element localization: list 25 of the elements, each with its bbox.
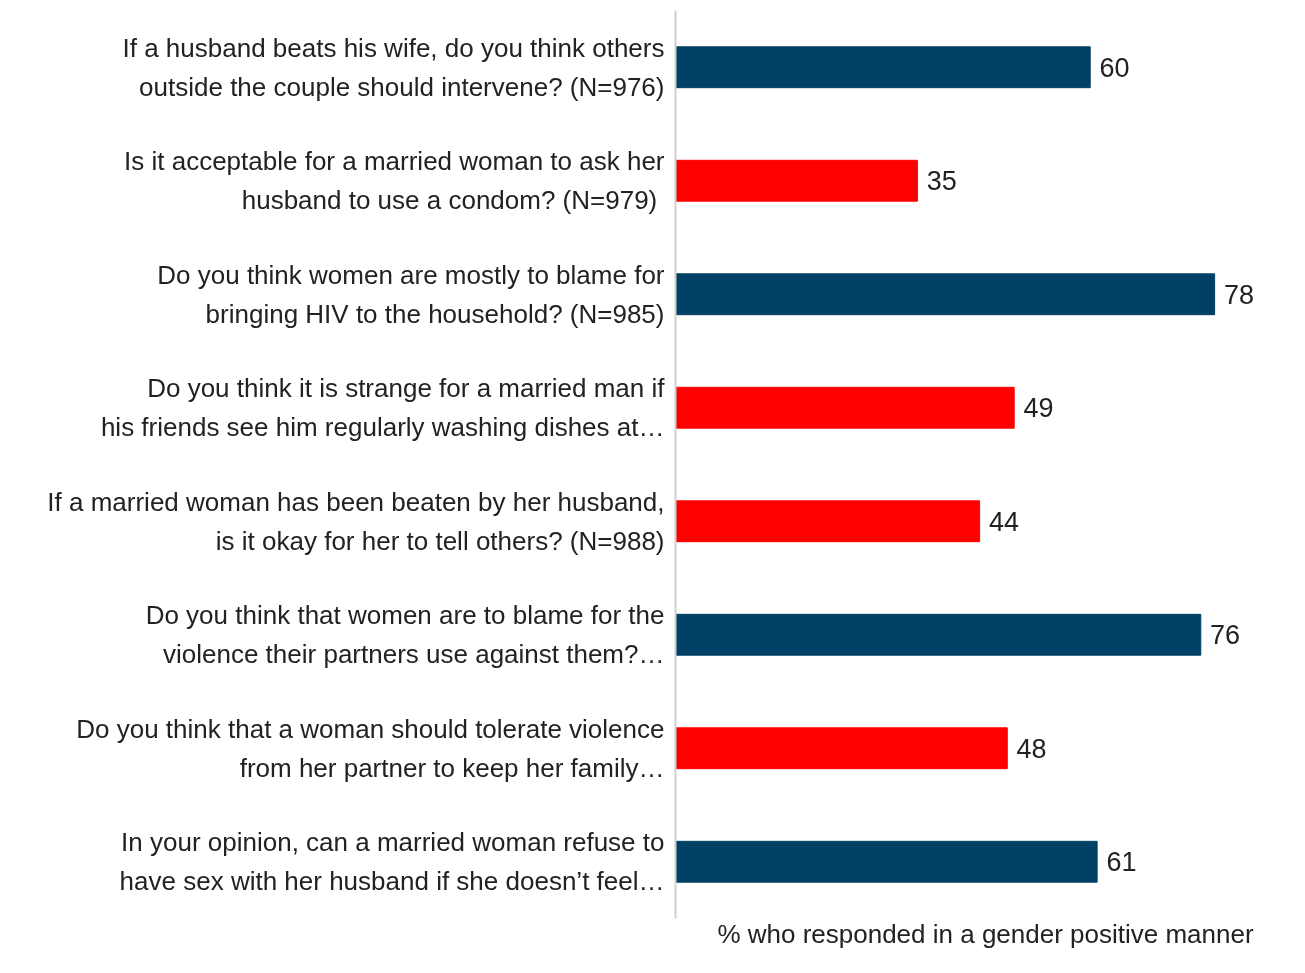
y-tick-label: In your opinion, can a married woman refuse to have sex with her husband if she doesn’t feel… xyxy=(119,827,665,897)
x-axis-title: % who responded in a gender positive manner xyxy=(717,918,1254,949)
data-label: 48 xyxy=(1016,733,1047,764)
bar xyxy=(675,273,1216,316)
bar xyxy=(675,500,981,543)
bar xyxy=(675,46,1091,89)
data-label: 44 xyxy=(988,506,1019,537)
data-label: 60 xyxy=(1099,52,1130,83)
bar xyxy=(675,840,1098,883)
bar xyxy=(675,727,1008,770)
data-label: 78 xyxy=(1223,279,1254,310)
y-tick-label: Do you think that women are to blame for the violence their partners use against them?… xyxy=(145,600,665,670)
y-tick-label: Do you think women are mostly to blame for bringing HIV to the household? (N=985) xyxy=(157,259,665,329)
data-label: 76 xyxy=(1210,620,1241,651)
y-tick-label: Do you think it is strange for a married man if his friends see him regularly washing dishes at… xyxy=(100,373,666,443)
bar xyxy=(675,159,918,202)
data-label: 35 xyxy=(926,166,957,197)
y-tick-label: If a husband beats his wife, do you think others outside the couple should intervene? (N=976) xyxy=(122,32,665,102)
data-label: 61 xyxy=(1106,847,1137,878)
y-tick-label: Do you think that a woman should tolerate violence from her partner to keep her family… xyxy=(76,713,665,783)
y-tick-label: If a married woman has been beaten by her husband, is it okay for her to tell others? (N=988) xyxy=(47,486,665,556)
bar xyxy=(675,386,1015,429)
bar xyxy=(675,613,1202,656)
y-tick-label: Is it acceptable for a married woman to ask her husband to use a condom? (N=979) xyxy=(124,146,665,216)
data-label: 49 xyxy=(1023,393,1054,424)
